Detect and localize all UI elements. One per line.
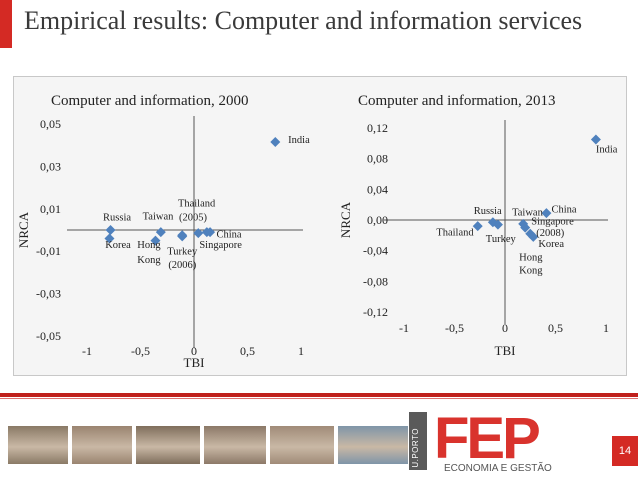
slide-title: Empirical results: Computer and informat… bbox=[24, 6, 583, 35]
chart-0-x-label: TBI bbox=[184, 355, 205, 370]
chart-1-point-label: Thailand bbox=[436, 227, 474, 238]
chart-0-data-point bbox=[177, 230, 188, 241]
chart-1-data-point bbox=[492, 219, 503, 230]
chart-0-data-point bbox=[155, 227, 166, 238]
chart-0-y-tick-label: -0,03 bbox=[36, 287, 61, 301]
scatter-chart-2000: Computer and information, 2000 NRCA TBI 0,0… bbox=[16, 93, 310, 370]
chart-0-point-label: Thailand bbox=[178, 199, 216, 210]
chart-0-x-tick-label: -1 bbox=[82, 344, 92, 358]
chart-1-x-tick-label: 1 bbox=[603, 321, 609, 335]
chart-0-y-tick-label: 0,03 bbox=[40, 159, 61, 173]
chart-0-y-tick-label: 0,01 bbox=[40, 202, 61, 216]
building-photo bbox=[338, 426, 408, 464]
chart-1-y-tick-label: -0,08 bbox=[363, 274, 388, 288]
chart-0-point-label: Kong bbox=[137, 255, 161, 266]
chart-0-y-tick-label: -0,05 bbox=[36, 329, 61, 343]
chart-0-y-tick-label: 0,05 bbox=[40, 117, 61, 131]
chart-0-data-point bbox=[205, 227, 216, 238]
chart-1-data-point bbox=[472, 221, 483, 232]
chart-1-y-tick-label: 0,12 bbox=[367, 121, 388, 135]
chart-1-x-label: TBI bbox=[495, 343, 516, 358]
people-photo bbox=[204, 426, 266, 464]
chart-1-y-tick-label: -0,04 bbox=[363, 244, 388, 258]
chart-1-point-label: India bbox=[596, 145, 618, 156]
chart-1-data-point bbox=[541, 208, 552, 219]
title-accent-bar bbox=[0, 0, 12, 48]
chart-1-x-tick-label: 0,5 bbox=[548, 321, 563, 335]
chart-0-data-point bbox=[104, 233, 115, 244]
chart-1-data-point bbox=[520, 222, 531, 233]
chart-0-point-label: Russia bbox=[103, 212, 131, 223]
people-photo bbox=[270, 426, 334, 464]
chart-1-y-tick-label: 0,00 bbox=[367, 213, 388, 227]
chart-1-x-tick-label: 0 bbox=[502, 321, 508, 335]
chart-0-point-label: Taiwan bbox=[143, 211, 175, 222]
footer-divider bbox=[0, 393, 638, 397]
uporto-logo: U.PORTO bbox=[409, 412, 427, 470]
chart-1-point-label: Kong bbox=[519, 266, 543, 277]
chart-1-point-label: Singapore bbox=[531, 217, 574, 228]
uporto-logo-text: U.PORTO bbox=[411, 428, 420, 468]
chart-0-x-tick-label: -0,5 bbox=[131, 344, 150, 358]
chart-1-point-label: Taiwan bbox=[512, 207, 544, 218]
chart-1-title: Computer and information, 2013 bbox=[358, 93, 555, 109]
chart-0-data-point bbox=[193, 228, 204, 239]
chart-0-x-tick-label: 1 bbox=[298, 344, 304, 358]
chart-1-data-point bbox=[528, 231, 539, 242]
fep-logo-subtitle: ECONOMIA E GESTÃO bbox=[444, 463, 552, 474]
chart-0-point-label: (2005) bbox=[179, 212, 207, 223]
chart-1-x-tick-label: -0,5 bbox=[445, 321, 464, 335]
chart-0-data-point bbox=[150, 235, 161, 246]
chart-0-point-label: India bbox=[288, 135, 310, 146]
fep-logo: FEP bbox=[434, 406, 541, 471]
people-photo bbox=[136, 426, 200, 464]
chart-0-x-tick-label: 0 bbox=[191, 344, 197, 358]
chart-1-y-tick-label: 0,04 bbox=[367, 182, 388, 196]
chart-0-point-label: Hong bbox=[137, 240, 161, 251]
chart-1-y-tick-label: -0,12 bbox=[363, 305, 388, 319]
chart-0-point-label: (2006) bbox=[168, 260, 196, 271]
people-photo bbox=[8, 426, 68, 464]
chart-1-point-label: Turkey bbox=[486, 234, 517, 245]
chart-1-data-point bbox=[590, 134, 601, 145]
chart-0-y-tick-label: -0,01 bbox=[36, 244, 61, 258]
chart-0-point-label: Singapore bbox=[199, 240, 242, 251]
chart-1-point-label: Russia bbox=[474, 206, 502, 217]
chart-1-point-label: Hong bbox=[519, 253, 543, 264]
chart-1-y-tick-label: 0,08 bbox=[367, 152, 388, 166]
chart-0-title: Computer and information, 2000 bbox=[51, 93, 248, 109]
chart-0-x-tick-label: 0,5 bbox=[240, 344, 255, 358]
people-photo bbox=[72, 426, 132, 464]
chart-1-point-label: China bbox=[551, 204, 576, 215]
footer-divider-thin bbox=[0, 398, 638, 399]
chart-0-y-label: NRCA bbox=[16, 211, 31, 248]
chart-0-data-point bbox=[105, 225, 116, 235]
chart-1-point-label: (2008) bbox=[536, 228, 564, 239]
chart-0-point-label: Turkey bbox=[167, 246, 198, 257]
page-number: 14 bbox=[612, 436, 638, 466]
scatter-chart-2013: Computer and information, 2013 NRCA TBI 0,1… bbox=[338, 93, 618, 358]
chart-1-point-label: Korea bbox=[538, 239, 564, 250]
chart-0-point-label: China bbox=[216, 229, 241, 240]
chart-1-y-label: NRCA bbox=[338, 201, 353, 238]
chart-0-point-label: Korea bbox=[105, 240, 131, 251]
chart-0-data-point bbox=[270, 137, 281, 148]
chart-1-x-tick-label: -1 bbox=[399, 321, 409, 335]
